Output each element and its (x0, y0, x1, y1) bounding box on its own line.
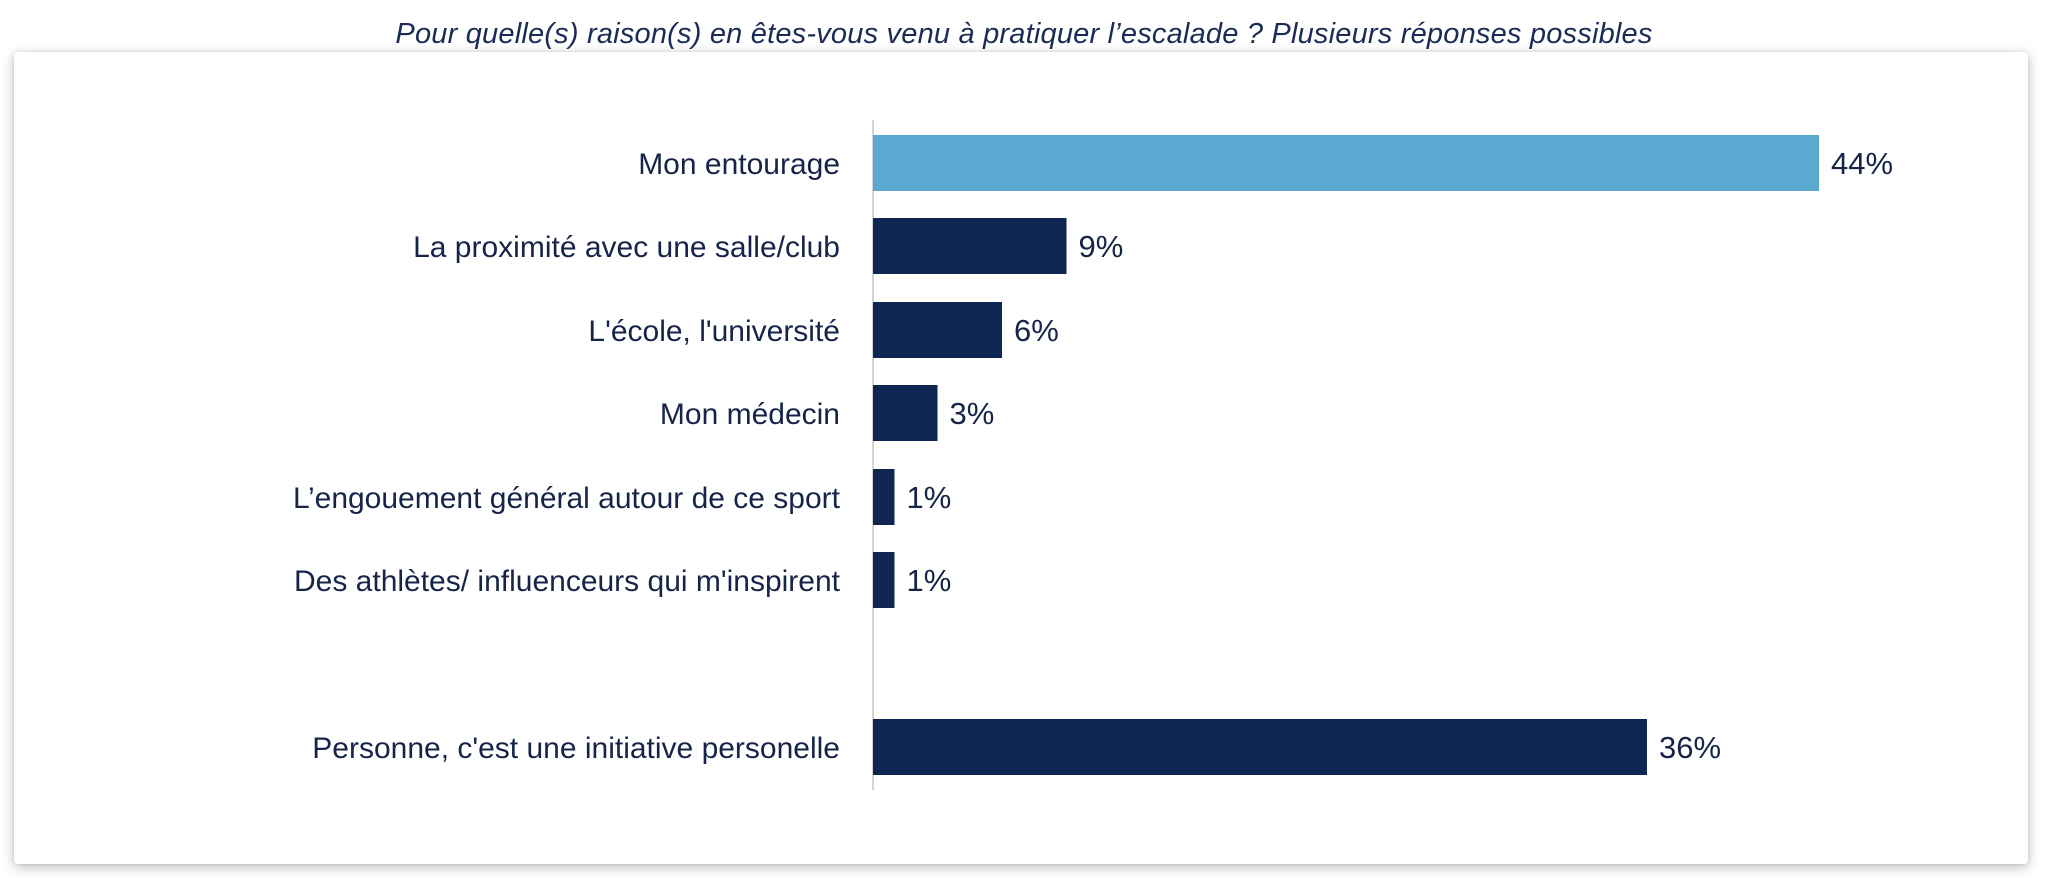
bar (873, 218, 1067, 274)
category-label: La proximité avec une salle/club (413, 231, 840, 264)
bar (873, 302, 1002, 358)
chart-title: Pour quelle(s) raison(s) en êtes-vous ve… (395, 18, 1653, 50)
value-label: 44% (1831, 146, 1893, 181)
bar (873, 552, 895, 608)
bar (873, 135, 1819, 191)
value-label: 36% (1659, 730, 1721, 765)
category-label: Personne, c'est une initiative personell… (312, 732, 840, 765)
value-label: 6% (1014, 313, 1059, 348)
category-label: Des athlètes/ influenceurs qui m'inspire… (294, 565, 841, 598)
bar (873, 385, 938, 441)
value-label: 3% (950, 396, 995, 431)
value-label: 1% (907, 480, 952, 515)
category-label: L’engouement général autour de ce sport (293, 482, 841, 515)
bar (873, 469, 895, 525)
value-label: 9% (1079, 229, 1124, 264)
value-label: 1% (907, 563, 952, 598)
category-label: L'école, l'université (588, 315, 840, 348)
category-label: Mon entourage (638, 148, 840, 181)
category-label: Mon médecin (660, 398, 840, 431)
bar (873, 719, 1647, 775)
